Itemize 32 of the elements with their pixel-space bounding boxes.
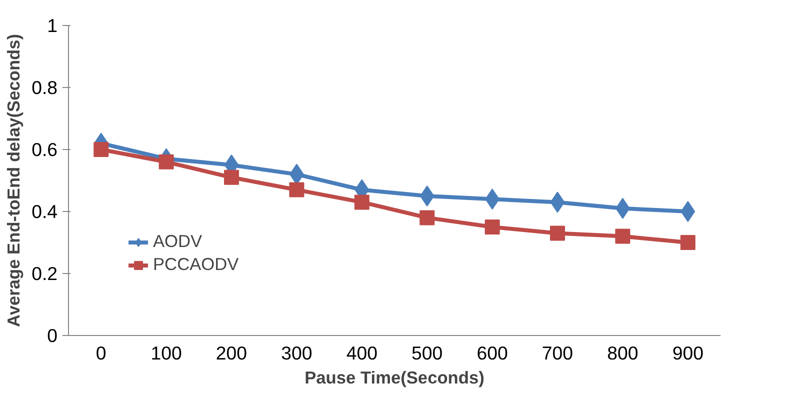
point [680, 201, 696, 222]
point [420, 186, 434, 206]
x-tick-label: 100 [150, 342, 182, 364]
x-tick-label: 400 [346, 342, 378, 364]
point [615, 228, 630, 244]
x-tick-label: 700 [542, 342, 574, 364]
x-tick-label: 0 [96, 342, 106, 364]
point [224, 170, 239, 185]
legend-label: PCCAODV [153, 254, 239, 275]
x-tick-label: 500 [412, 342, 443, 364]
legend-label: AODV [153, 231, 202, 252]
y-tick-label: 0.2 [32, 263, 58, 284]
x-tick-label: 600 [476, 342, 508, 364]
point [354, 194, 370, 210]
point [550, 226, 565, 241]
y-tick-label: 0.8 [32, 77, 58, 98]
point [484, 220, 500, 234]
point [94, 142, 109, 157]
y-tick-label: 1 [47, 15, 58, 36]
point [158, 154, 174, 170]
x-tick-label: 300 [281, 342, 312, 364]
x-tick-label: 200 [216, 342, 248, 364]
x-tick-label: 900 [672, 342, 704, 364]
y-axis-title: Average End-toEnd delay(Seconds) [4, 34, 24, 328]
y-tick-label: 0.6 [32, 139, 58, 160]
y-tick-label: 0 [47, 325, 58, 346]
x-axis-title: Pause Time(Seconds) [304, 368, 484, 388]
point [420, 210, 435, 226]
point [289, 182, 304, 198]
y-tick-label: 0.4 [32, 201, 58, 222]
point [680, 235, 696, 250]
x-tick-label: 800 [607, 342, 638, 364]
